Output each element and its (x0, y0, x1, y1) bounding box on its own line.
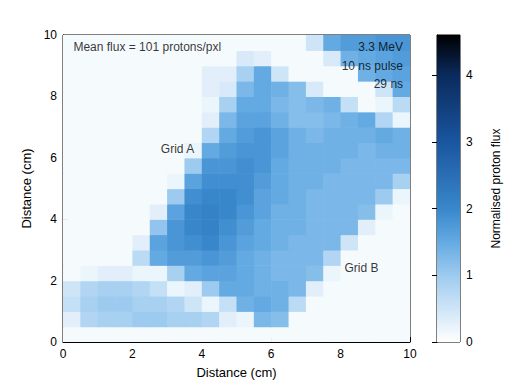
svg-text:Mean flux = 101 protons/pxl: Mean flux = 101 protons/pxl (73, 40, 221, 54)
svg-text:10 ns pulse: 10 ns pulse (342, 59, 404, 73)
svg-text:6: 6 (268, 347, 275, 361)
svg-text:10: 10 (403, 347, 417, 361)
svg-text:1: 1 (466, 268, 473, 282)
svg-text:0: 0 (466, 335, 473, 349)
svg-text:4: 4 (198, 347, 205, 361)
svg-text:2: 2 (466, 202, 473, 216)
svg-text:0: 0 (50, 335, 57, 349)
svg-text:8: 8 (337, 347, 344, 361)
svg-text:29 ns: 29 ns (374, 77, 403, 91)
svg-text:Distance (cm): Distance (cm) (19, 148, 34, 228)
svg-text:10: 10 (44, 28, 58, 42)
svg-text:3.3 MeV: 3.3 MeV (358, 40, 403, 54)
svg-text:Distance (cm): Distance (cm) (196, 365, 276, 380)
svg-text:Grid B: Grid B (344, 261, 378, 275)
svg-text:0: 0 (60, 347, 67, 361)
svg-text:2: 2 (129, 347, 136, 361)
svg-text:Grid A: Grid A (161, 142, 194, 156)
svg-text:4: 4 (50, 212, 57, 226)
svg-text:4: 4 (466, 68, 473, 82)
svg-text:8: 8 (50, 89, 57, 103)
svg-text:6: 6 (50, 151, 57, 165)
svg-text:2: 2 (50, 274, 57, 288)
svg-text:Normalised proton flux: Normalised proton flux (489, 128, 503, 248)
svg-text:3: 3 (466, 135, 473, 149)
